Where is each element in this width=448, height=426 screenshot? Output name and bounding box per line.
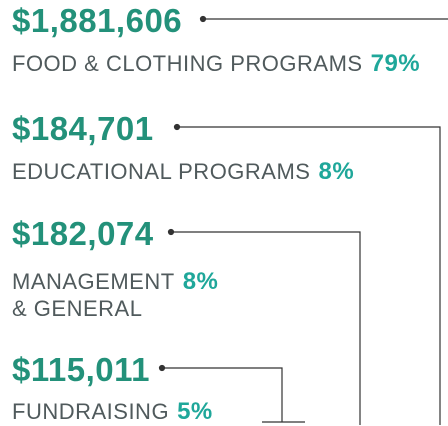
program-label: & GENERAL — [12, 296, 143, 321]
label-text: MANAGEMENT — [12, 269, 175, 294]
program-label: MANAGEMENT 8% — [12, 268, 218, 296]
percent: 8% — [182, 268, 219, 295]
label-text: FOOD & CLOTHING PROGRAMS — [12, 51, 363, 76]
program-label: FOOD & CLOTHING PROGRAMS 79% — [12, 50, 420, 78]
label-text: EDUCATIONAL PROGRAMS — [12, 159, 311, 184]
label-text: FUNDRAISING — [12, 399, 170, 424]
program-label: FUNDRAISING 5% — [12, 398, 213, 426]
amount: $182,074 — [12, 215, 154, 252]
amount: $184,701 — [12, 110, 154, 147]
percent: 79% — [370, 50, 421, 77]
percent: 5% — [177, 398, 213, 425]
program-label: EDUCATIONAL PROGRAMS 8% — [12, 158, 354, 186]
amount: $115,011 — [12, 351, 150, 388]
percent: 8% — [318, 158, 355, 185]
amount: $1,881,606 — [12, 2, 183, 39]
